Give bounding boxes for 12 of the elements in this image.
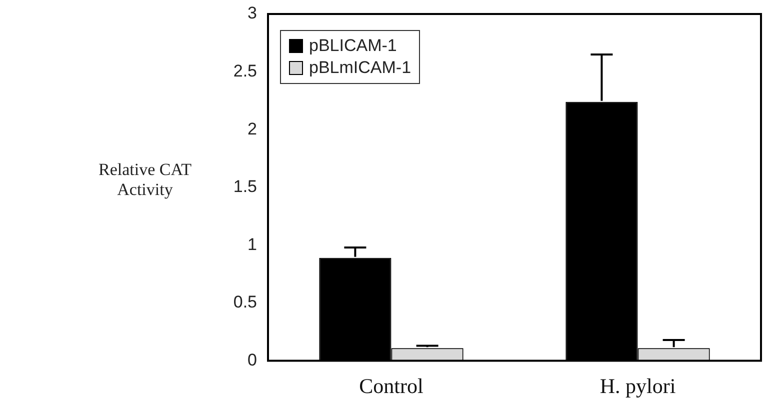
legend-label: pBLmICAM-1 [309, 58, 412, 78]
y-tick-label: 1.5 [233, 177, 257, 196]
y-tick-label: 3 [248, 4, 257, 23]
x-tick-label: H. pylori [600, 374, 676, 398]
y-tick-label: 1 [248, 234, 257, 254]
y-tick-label: 0.5 [233, 292, 257, 312]
y-tick-label: 2.5 [233, 61, 257, 80]
y-tick-label: 2 [248, 119, 257, 138]
y-tick-label: 0 [248, 350, 257, 370]
y-axis-title: Relative CAT Activity [97, 160, 192, 200]
legend-label: pBLICAM-1 [309, 36, 397, 56]
x-tick-label: Control [359, 374, 424, 398]
